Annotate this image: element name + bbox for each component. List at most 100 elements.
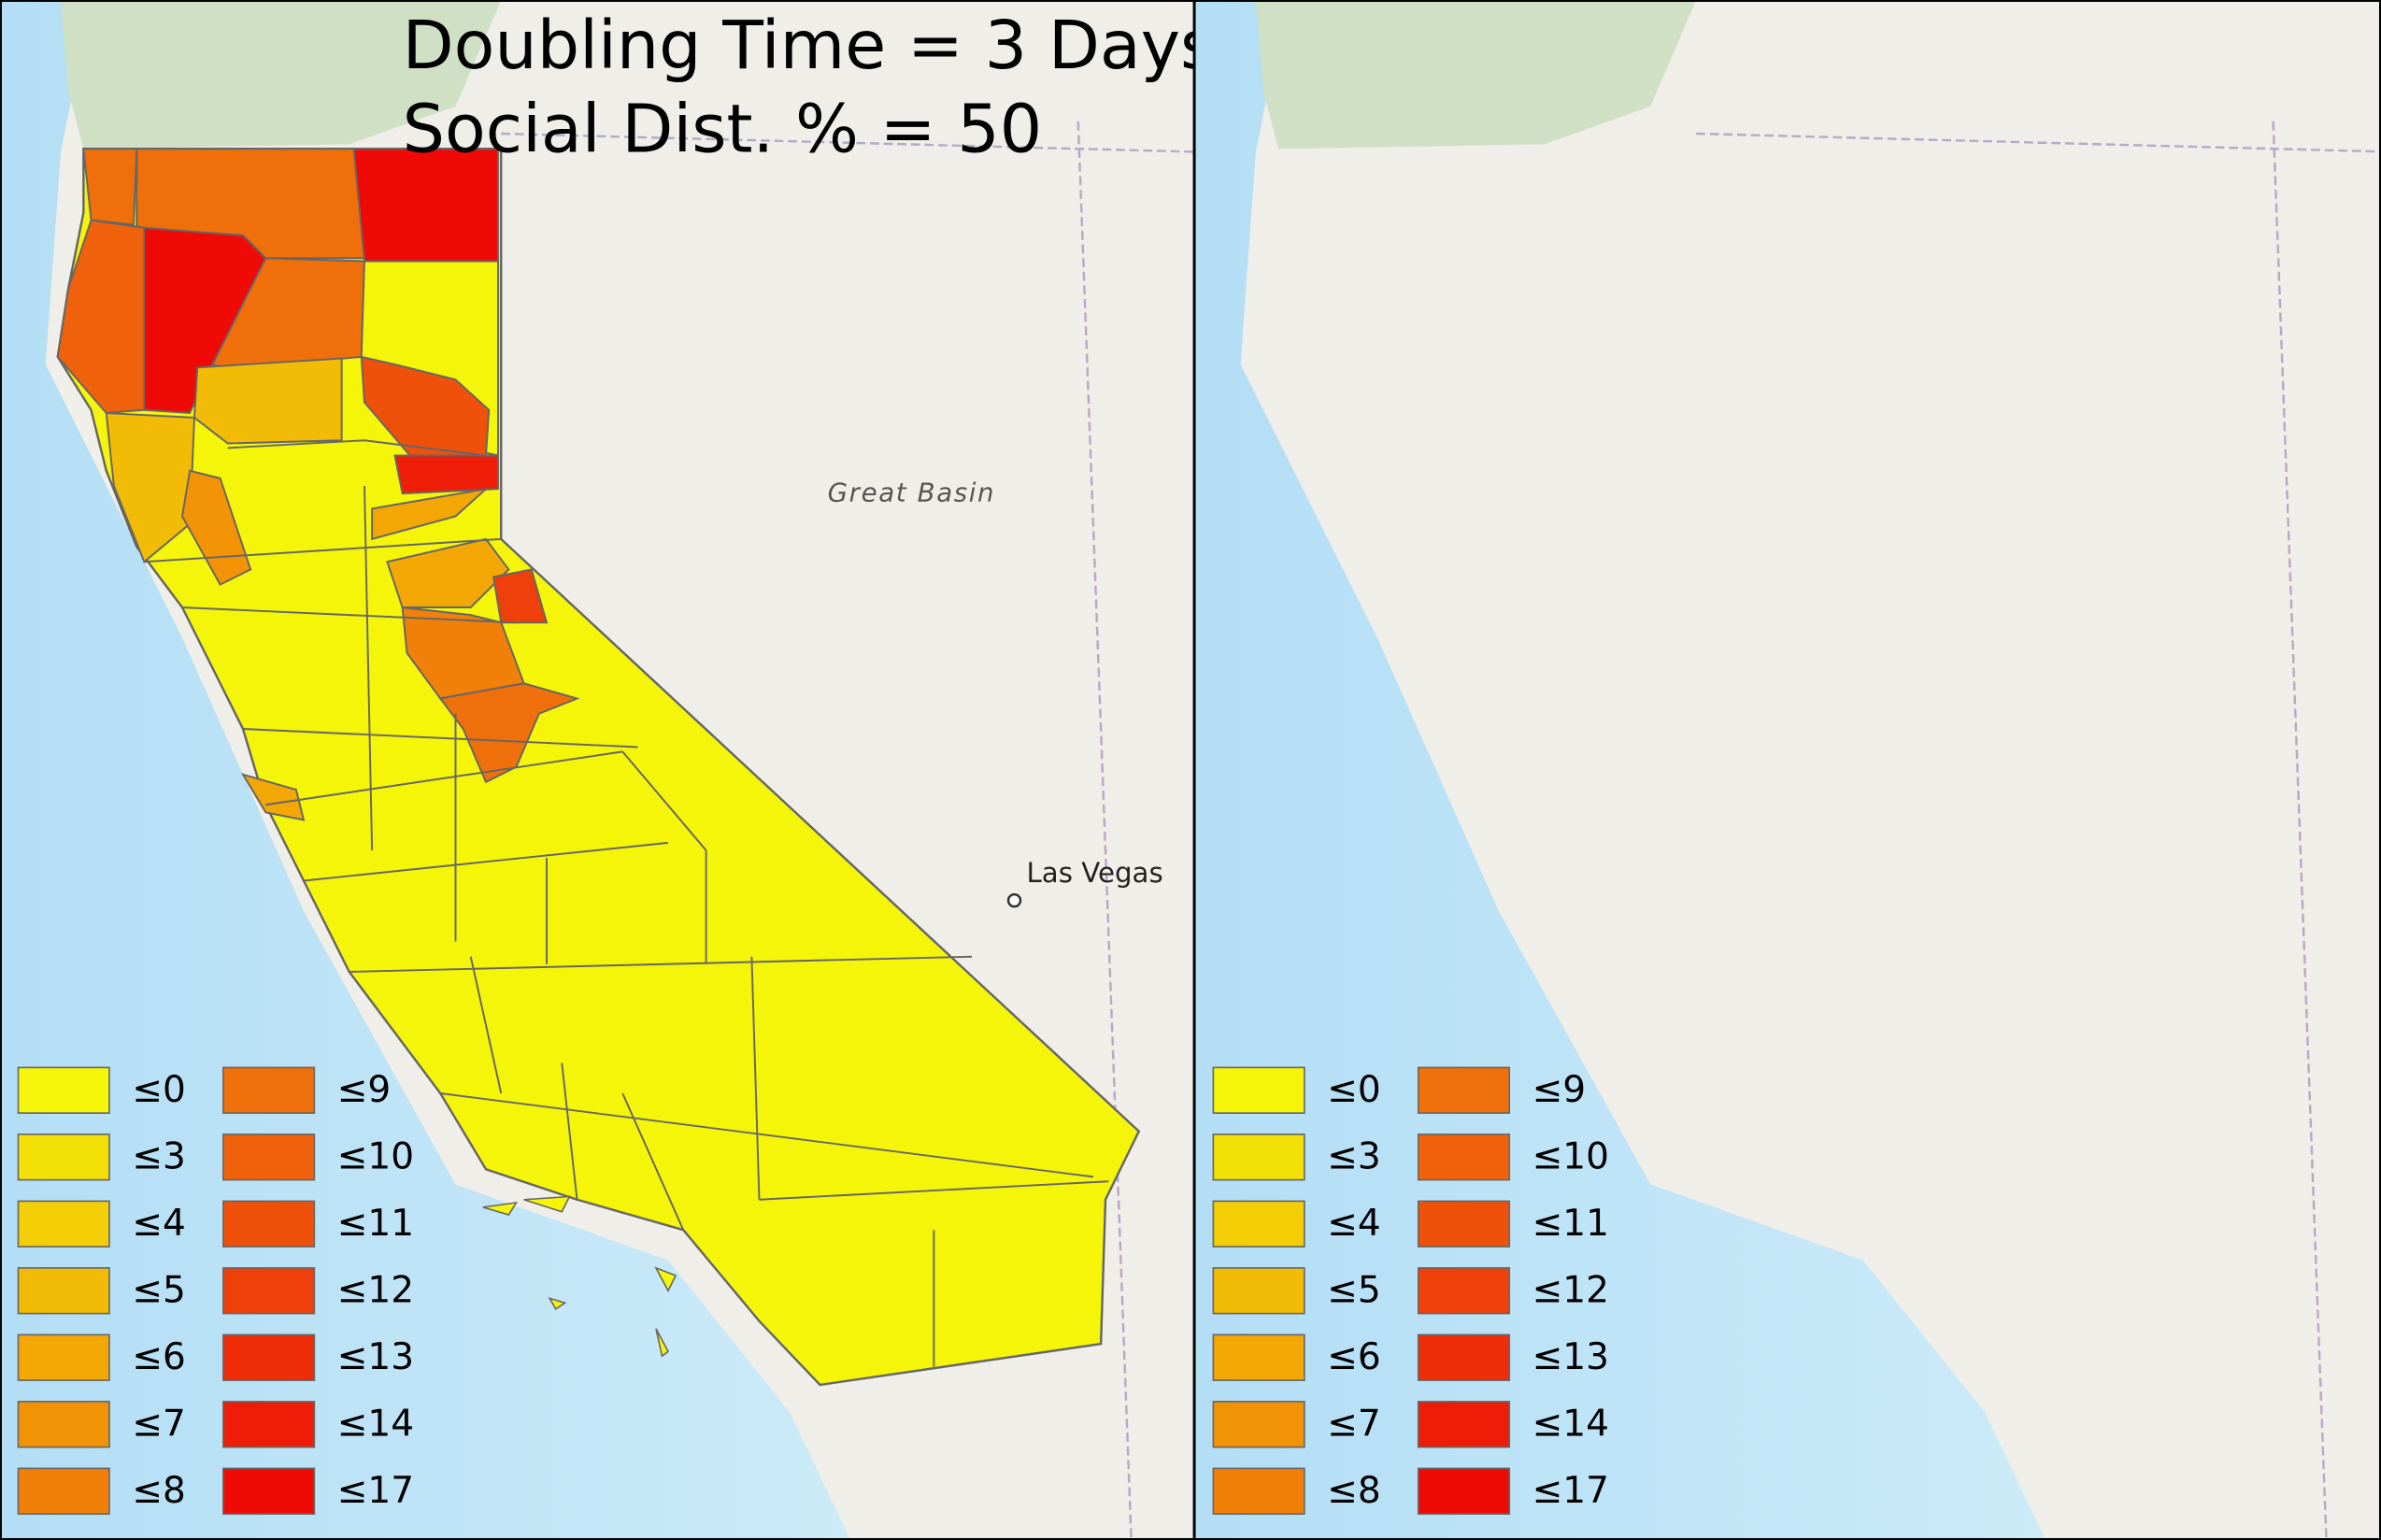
- legend-swatch: [17, 1134, 110, 1181]
- legend-label: ≤11: [1533, 1203, 1609, 1245]
- legend-label: ≤9: [1533, 1069, 1587, 1111]
- legend-swatch: [1212, 1467, 1305, 1515]
- legend-swatch: [1417, 1134, 1511, 1181]
- city-marker: [1006, 892, 1022, 908]
- island: [548, 1297, 567, 1310]
- legend-swatch: [1417, 1333, 1511, 1381]
- legend-swatch: [222, 1134, 316, 1181]
- legend-swatch: [1212, 1134, 1305, 1181]
- title-line: Social Dist. % = 50: [403, 91, 1043, 168]
- island: [523, 1195, 571, 1213]
- legend-swatch: [1417, 1467, 1511, 1515]
- california: Great Basin Las Vegas Doubling Time = 3 Da…: [56, 7, 1216, 1387]
- legend-label: ≤14: [1533, 1403, 1609, 1445]
- county-border: [242, 728, 638, 749]
- county-region: [105, 411, 196, 563]
- state-border: [2272, 121, 2328, 1540]
- legend-swatch: [1212, 1200, 1305, 1248]
- legend-label: ≤8: [1327, 1470, 1381, 1512]
- legend-label: ≤3: [1327, 1135, 1381, 1177]
- county-region: [386, 537, 510, 608]
- legend-label: ≤11: [337, 1203, 414, 1245]
- state-border: [501, 132, 1194, 153]
- title-line: Doubling Time = 3 Days: [403, 7, 1216, 84]
- legend-label: ≤10: [337, 1135, 414, 1177]
- legend-label: ≤6: [132, 1336, 186, 1378]
- legend-swatch: [222, 1267, 316, 1315]
- county-border: [364, 485, 374, 851]
- legend-label: ≤9: [337, 1069, 392, 1111]
- legend-label: ≤13: [1533, 1336, 1609, 1378]
- county-region: [371, 487, 490, 541]
- legend-label: ≤13: [337, 1336, 414, 1378]
- county-border: [759, 1180, 1109, 1201]
- county-border: [265, 750, 623, 806]
- county-border: [144, 537, 502, 563]
- legend: ≤0 ≤3 ≤4 ≤5 ≤6 ≤7 ≤8 ≤9 ≤10 ≤11 ≤12 ≤13 ≤14 ≤17: [17, 1066, 414, 1515]
- legend-swatch: [17, 1467, 110, 1515]
- county-border: [621, 750, 707, 851]
- legend-label: ≤10: [1533, 1135, 1609, 1177]
- legend-label: ≤3: [132, 1135, 186, 1177]
- legend-label: ≤5: [132, 1269, 186, 1311]
- island: [654, 1266, 677, 1293]
- legend-swatch: [222, 1401, 316, 1448]
- legend-label: ≤8: [132, 1470, 186, 1512]
- legend-label: ≤12: [1533, 1269, 1609, 1311]
- legend-swatch: [17, 1401, 110, 1448]
- legend-label: ≤14: [337, 1403, 414, 1445]
- county-border: [181, 606, 517, 624]
- legend-swatch: [1212, 1333, 1305, 1381]
- county-border: [750, 956, 761, 1200]
- legend-swatch: [222, 1333, 316, 1381]
- county-border: [440, 1092, 1094, 1178]
- county-region: [192, 357, 343, 445]
- county-border: [303, 841, 669, 882]
- county-border: [621, 1092, 685, 1231]
- map-frame: Great Basin Las Vegas Doubling Time = 3 Da…: [0, 0, 1216, 1540]
- county-border: [227, 439, 487, 457]
- legend-swatch: [1212, 1066, 1305, 1114]
- county-border: [349, 955, 973, 973]
- legend-label: ≤0: [132, 1069, 186, 1111]
- forest: [61, 0, 502, 150]
- legend-label: ≤6: [1327, 1336, 1381, 1378]
- region-label: Great Basin: [828, 477, 996, 507]
- state-border: [1076, 121, 1133, 1540]
- legend-label: ≤7: [1327, 1403, 1381, 1445]
- legend-swatch: [1417, 1066, 1511, 1114]
- forest: [1255, 0, 1697, 150]
- legend-label: ≤7: [132, 1403, 186, 1445]
- county-border: [469, 956, 503, 1094]
- city-label: Las Vegas: [1027, 857, 1163, 889]
- county-region: [82, 148, 138, 226]
- legend-swatch: [17, 1066, 110, 1114]
- legend-swatch: [17, 1200, 110, 1248]
- legend-swatch: [1417, 1267, 1511, 1315]
- legend-label: ≤4: [132, 1203, 186, 1245]
- legend-swatch: [222, 1066, 316, 1114]
- legend-swatch: [222, 1467, 316, 1515]
- legend: ≤0 ≤3 ≤4 ≤5 ≤6 ≤7 ≤8 ≤9 ≤10 ≤11 ≤12 ≤13 ≤14 ≤17: [1212, 1066, 1609, 1515]
- county-region: [240, 773, 306, 821]
- county-region: [438, 682, 580, 784]
- island: [482, 1201, 519, 1216]
- legend-swatch: [1212, 1401, 1305, 1448]
- legend-swatch: [222, 1200, 316, 1248]
- legend-label: ≤5: [1327, 1269, 1381, 1311]
- county-region: [492, 568, 549, 624]
- state-border: [1696, 132, 2381, 153]
- county-region: [393, 454, 499, 495]
- land: [1240, 0, 2381, 1540]
- legend-swatch: [1417, 1401, 1511, 1448]
- legend-swatch: [1212, 1267, 1305, 1315]
- legend-swatch: [17, 1333, 110, 1381]
- legend-label: ≤17: [1533, 1470, 1609, 1512]
- county-border: [561, 1062, 578, 1200]
- map-panel: Great Basin Las Vegas Doubling Time = 3 Da…: [0, 0, 1216, 1540]
- legend-swatch: [17, 1267, 110, 1315]
